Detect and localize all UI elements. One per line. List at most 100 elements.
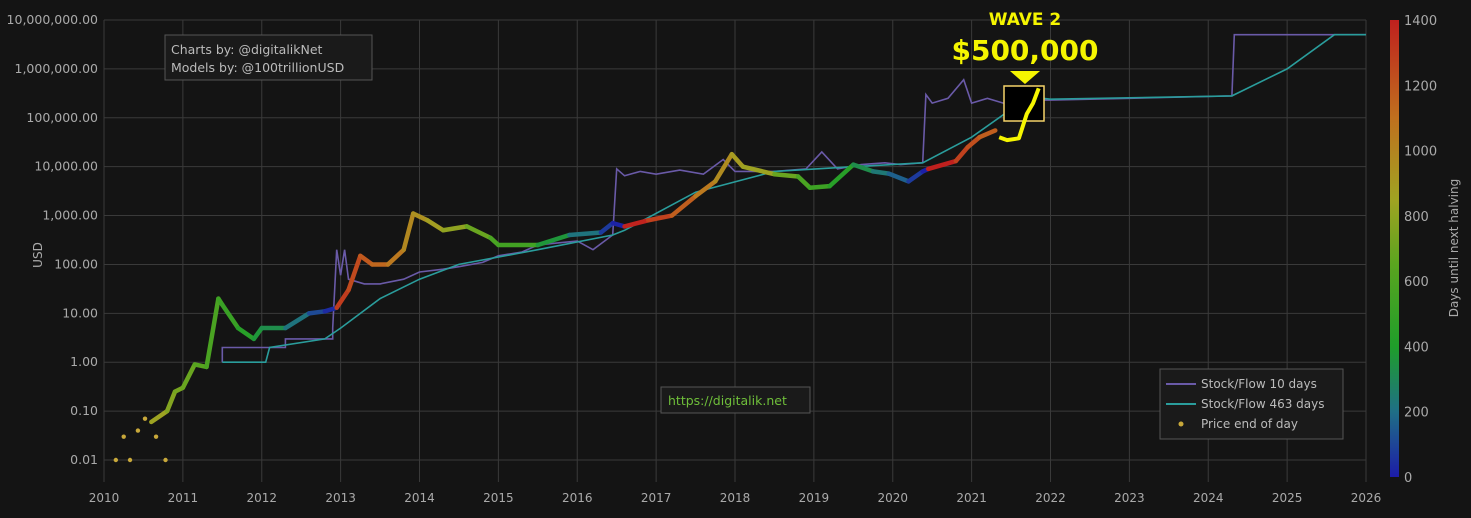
price-dot xyxy=(163,457,168,463)
y-tick-label: 1,000,000.00 xyxy=(15,61,99,76)
colorbar-tick-label: 1200 xyxy=(1404,79,1437,94)
price-segment xyxy=(693,179,718,199)
credits-line-1: Charts by: @digitalikNet xyxy=(171,42,323,57)
price-segment xyxy=(977,128,998,140)
x-axis-ticks: 2010 2011 2012 2013 2014 2015 2016 2017 2018 2019… xyxy=(89,491,1382,505)
y-tick-label: 10,000.00 xyxy=(34,159,98,174)
y-tick-label: 1,000.00 xyxy=(42,208,98,223)
y-tick-label: 10.00 xyxy=(62,305,98,320)
price-segment xyxy=(283,311,312,331)
price-dot xyxy=(135,428,141,433)
price-dot xyxy=(113,457,119,463)
colorbar xyxy=(1390,20,1399,477)
price-segment xyxy=(827,162,856,189)
credits-box: Charts by: @digitalikNet Models by: @100… xyxy=(164,34,373,81)
price-segment xyxy=(401,211,416,252)
wave-projection-line xyxy=(998,87,1041,143)
price-dot xyxy=(127,457,133,463)
wave-label: WAVE 2 xyxy=(989,10,1062,30)
x-tick-label: 2010 xyxy=(89,491,120,505)
x-tick-label: 2015 xyxy=(483,491,514,505)
sf463-line xyxy=(222,33,1366,363)
x-tick-label: 2020 xyxy=(877,491,908,505)
colorbar-tick-label: 600 xyxy=(1404,275,1429,290)
price-segment xyxy=(807,183,832,191)
legend-label-price: Price end of day xyxy=(1201,417,1298,431)
series-layer xyxy=(113,33,1366,463)
y-tick-label: 100.00 xyxy=(54,256,98,271)
legend: Stock/Flow 10 days Stock/Flow 463 days P… xyxy=(1159,368,1344,440)
x-tick-label: 2022 xyxy=(1035,491,1066,505)
wave-projection-layer xyxy=(998,87,1041,143)
price-segment xyxy=(729,151,746,169)
y-tick-label: 0.01 xyxy=(70,452,98,467)
down-arrow-icon xyxy=(1010,71,1040,84)
price-segment xyxy=(906,169,925,184)
sf10-line xyxy=(221,33,1366,363)
colorbar-title: Days until next halving xyxy=(1447,179,1461,318)
x-tick-label: 2014 xyxy=(404,491,435,505)
x-tick-label: 2026 xyxy=(1351,491,1382,505)
price-segment xyxy=(645,213,675,223)
url-link[interactable]: https://digitalik.net xyxy=(668,393,787,408)
price-segment xyxy=(925,158,959,172)
price-segment xyxy=(772,171,801,179)
x-tick-label: 2024 xyxy=(1193,491,1224,505)
colorbar-ticks: 0 200 400 600 800 1000 1200 1400 xyxy=(1404,14,1437,486)
price-segment xyxy=(886,171,911,184)
x-tick-label: 2019 xyxy=(799,491,830,505)
x-tick-label: 2013 xyxy=(325,491,356,505)
price-segment xyxy=(598,220,615,235)
price-segment xyxy=(220,302,241,331)
price-segment xyxy=(713,151,735,184)
wave-price: $500,000 xyxy=(951,34,1098,67)
colorbar-tick-label: 200 xyxy=(1404,406,1429,421)
price-segment xyxy=(334,287,351,311)
price-dot xyxy=(153,434,159,439)
legend-label-sf463: Stock/Flow 463 days xyxy=(1201,397,1325,411)
legend-swatch-price xyxy=(1178,421,1184,427)
price-segment xyxy=(535,232,572,248)
x-tick-label: 2017 xyxy=(641,491,672,505)
credits-line-2: Models by: @100trillionUSD xyxy=(171,60,344,75)
price-segment xyxy=(440,224,470,233)
wave-annotation: WAVE 2 $500,000 xyxy=(951,10,1099,122)
y-tick-label: 0.10 xyxy=(70,403,98,418)
price-segment xyxy=(180,362,197,391)
price-segment xyxy=(622,218,651,229)
price-segment xyxy=(149,408,170,425)
price-segment xyxy=(464,224,493,241)
x-tick-label: 2023 xyxy=(1114,491,1145,505)
x-tick-label: 2011 xyxy=(168,491,199,505)
colorbar-tick-label: 800 xyxy=(1404,210,1429,225)
price-segment xyxy=(425,218,446,233)
x-tick-label: 2016 xyxy=(562,491,593,505)
y-tick-label: 10,000,000.00 xyxy=(7,12,98,27)
colorbar-tick-label: 1000 xyxy=(1404,145,1437,160)
x-tick-label: 2021 xyxy=(956,491,987,505)
price-dot xyxy=(121,434,126,439)
price-segment xyxy=(795,174,813,191)
price-segment xyxy=(669,193,698,218)
price-segment xyxy=(410,211,430,223)
price-segment xyxy=(567,230,604,238)
legend-label-sf10: Stock/Flow 10 days xyxy=(1201,377,1317,391)
price-segment xyxy=(346,253,363,293)
price-segment xyxy=(204,296,221,370)
price-segment xyxy=(953,144,970,164)
x-tick-label: 2025 xyxy=(1272,491,1303,505)
price-segment xyxy=(306,309,328,316)
price-segment xyxy=(870,169,892,176)
price-segment xyxy=(965,134,982,150)
x-tick-label: 2018 xyxy=(720,491,751,505)
y-tick-label: 100,000.00 xyxy=(26,110,98,125)
price-segment xyxy=(164,389,178,414)
y-tick-label: 1.00 xyxy=(70,354,98,369)
colorbar-tick-label: 0 xyxy=(1404,471,1412,486)
colorbar-tick-label: 400 xyxy=(1404,340,1429,355)
y-axis-ticks: 10,000,000.00 1,000,000.00 100,000.00 10,00… xyxy=(7,12,98,467)
url-box[interactable]: https://digitalik.net xyxy=(660,386,811,414)
price-segment xyxy=(740,164,777,177)
price-segment xyxy=(358,253,375,267)
